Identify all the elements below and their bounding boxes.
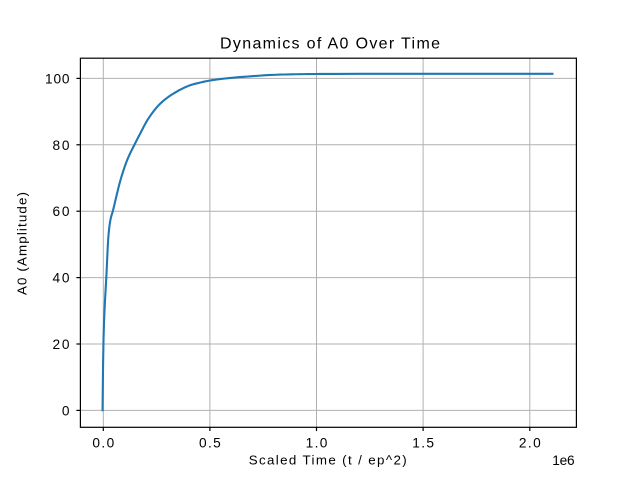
svg-text:Scaled Time (t / ep^2): Scaled Time (t / ep^2)	[249, 453, 407, 468]
svg-text:A0 (Amplitude): A0 (Amplitude)	[15, 192, 30, 295]
svg-text:Dynamics of A0 Over Time: Dynamics of A0 Over Time	[220, 36, 440, 53]
svg-text:100: 100	[45, 71, 70, 86]
svg-text:1.0: 1.0	[306, 435, 328, 450]
svg-text:80: 80	[53, 138, 70, 153]
svg-text:0: 0	[62, 403, 70, 418]
svg-text:60: 60	[53, 204, 70, 219]
svg-text:2.0: 2.0	[519, 435, 541, 450]
svg-text:20: 20	[53, 337, 70, 352]
svg-text:40: 40	[53, 271, 70, 286]
svg-text:0.0: 0.0	[92, 435, 114, 450]
svg-text:1.5: 1.5	[412, 435, 434, 450]
svg-text:1e6: 1e6	[552, 453, 575, 468]
svg-text:0.5: 0.5	[199, 435, 221, 450]
